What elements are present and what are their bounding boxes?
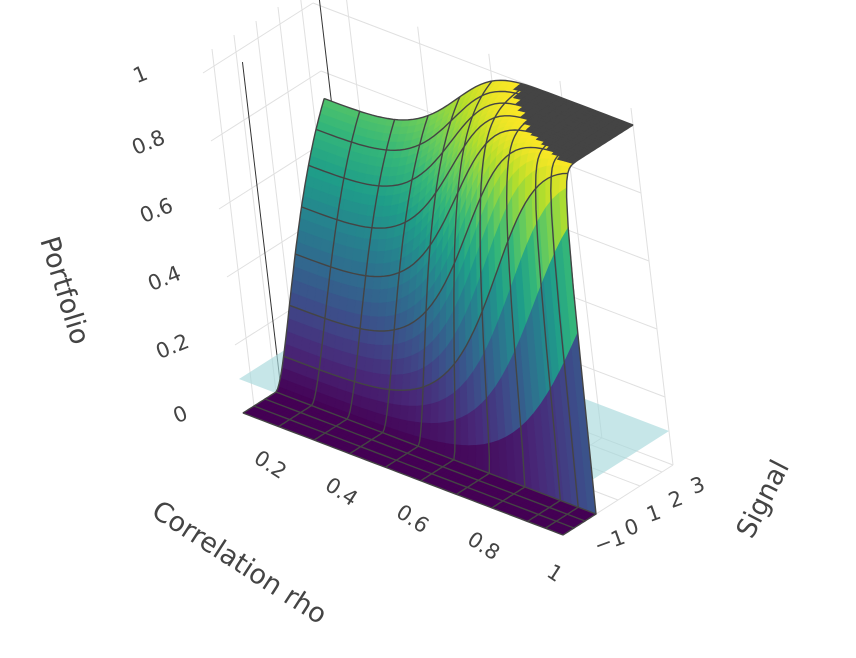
surface-wire xyxy=(283,172,568,391)
surface-patch xyxy=(409,370,419,391)
surface-patch xyxy=(445,392,454,423)
y-tick-label: 1 xyxy=(643,500,664,527)
y-tick-label: −1 xyxy=(591,525,628,558)
surface-patch xyxy=(475,444,485,472)
surface-wire xyxy=(315,90,623,152)
surface-patch xyxy=(422,403,432,424)
surface-patch xyxy=(381,344,391,361)
surface-wire xyxy=(323,79,634,126)
z-tick-label: 0.8 xyxy=(128,125,168,160)
y-tick-label: 3 xyxy=(687,472,708,499)
surface-patch xyxy=(394,374,404,391)
surface-patch xyxy=(408,388,418,407)
y-tick-label: 2 xyxy=(665,486,686,513)
z-axis-title: Portfolio xyxy=(33,233,95,348)
grid-line xyxy=(630,107,674,466)
y-axis-title: Signal xyxy=(731,455,796,543)
surface-wire xyxy=(275,391,597,515)
surface-patch xyxy=(467,444,477,469)
surface-patch xyxy=(380,359,390,376)
surface-patch xyxy=(388,343,399,361)
x-tick-label: 1 xyxy=(543,559,567,586)
surface-patch xyxy=(399,405,410,422)
surface-patch xyxy=(460,413,469,446)
surface-patch xyxy=(429,422,439,443)
surface-patch xyxy=(386,374,397,391)
grid-line xyxy=(211,48,255,407)
surface-patch xyxy=(395,357,405,376)
grid-line xyxy=(233,34,277,393)
surface-patch xyxy=(483,442,493,475)
surface-patch xyxy=(407,405,417,423)
surface-wire xyxy=(308,102,612,187)
surface-patch xyxy=(400,389,411,407)
surfaces xyxy=(239,79,669,536)
surface-wire xyxy=(264,398,586,522)
z-tick-label: 0.6 xyxy=(136,193,176,228)
surface-patch xyxy=(396,341,406,360)
x-axis-title: Correlation rho xyxy=(146,495,332,631)
surface-patch xyxy=(438,397,447,424)
z-tick-label: 0.4 xyxy=(144,261,184,296)
surface-wire xyxy=(301,115,601,229)
surface-patch xyxy=(430,401,440,424)
surface-patch xyxy=(445,420,454,445)
surface-wire xyxy=(289,146,579,332)
z-tick-label: 0 xyxy=(170,401,191,428)
x-tick-label: 0.8 xyxy=(463,527,504,565)
surface-patch xyxy=(421,422,432,441)
surface-patch xyxy=(372,358,382,375)
z-tick-label: 0.2 xyxy=(152,329,192,364)
surface-wire xyxy=(253,405,575,529)
surface-patch xyxy=(376,316,386,332)
x-tick-label: 0.4 xyxy=(321,473,362,511)
surface-wire xyxy=(294,129,590,278)
x-tick-label: 0.2 xyxy=(250,446,291,484)
surface-patch xyxy=(410,351,420,374)
surface-wire xyxy=(242,412,564,536)
surface-patch xyxy=(437,421,447,444)
surface-patch xyxy=(402,355,413,375)
x-tick-label: 0.6 xyxy=(392,500,433,538)
z-tick-label: 1 xyxy=(130,61,151,88)
surface-patch xyxy=(401,372,412,391)
surface-patch xyxy=(392,389,403,406)
